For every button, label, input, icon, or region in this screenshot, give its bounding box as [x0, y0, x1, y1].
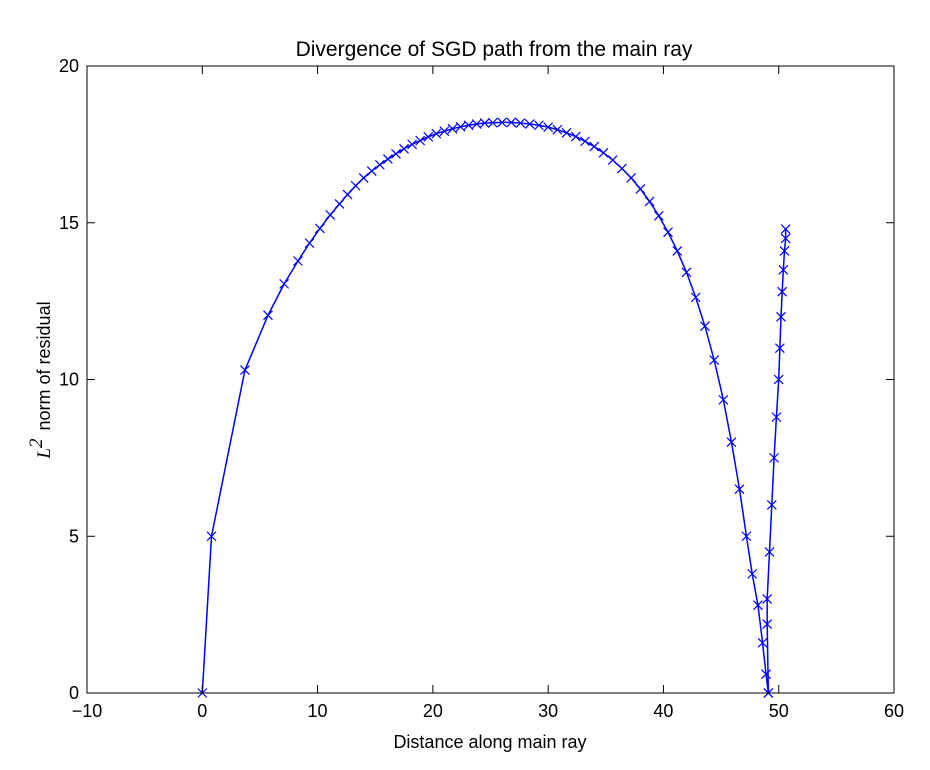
y-tick-label: 0: [69, 683, 79, 703]
data-point-marker: [757, 637, 768, 648]
data-point-marker: [524, 119, 535, 129]
data-point-marker: [506, 117, 517, 128]
data-point-marker: [497, 117, 507, 128]
y-axis-label: L2 norm of residual: [26, 301, 55, 459]
x-axis-label: Distance along main ray: [393, 732, 586, 752]
data-point-marker: [700, 321, 710, 332]
data-point-marker: [777, 286, 788, 297]
data-point-marker: [463, 120, 474, 131]
svg-text:L2norm of residual: L2 norm of residual: [26, 301, 55, 459]
data-point-marker: [780, 224, 791, 234]
data-point-marker: [439, 126, 450, 137]
data-point-marker: [334, 199, 345, 209]
data-point-marker: [726, 437, 737, 448]
data-point-marker: [304, 238, 315, 249]
data-point-marker: [374, 159, 385, 170]
y-axis-label-symbol: L: [34, 448, 55, 460]
data-point-marker: [762, 594, 773, 604]
data-point-marker: [382, 154, 393, 165]
data-point-marker: [718, 394, 729, 405]
data-point-marker: [766, 499, 777, 510]
data-point-marker: [279, 278, 290, 289]
data-point-marker: [423, 131, 434, 142]
data-point-marker: [780, 233, 791, 244]
data-point-marker: [206, 531, 217, 542]
data-point-marker: [358, 172, 369, 183]
data-point-marker: [350, 180, 361, 191]
x-tick-label: 20: [423, 701, 443, 721]
data-point-marker: [471, 119, 482, 129]
y-axis-label-text: norm of residual: [34, 301, 54, 430]
data-point-marker: [598, 147, 609, 158]
data-point-marker: [431, 128, 442, 139]
y-tick-label: 15: [59, 213, 79, 233]
data-point-marker: [580, 136, 590, 147]
data-point-marker: [771, 412, 782, 423]
data-point-marker: [774, 343, 785, 354]
data-point-marker: [644, 196, 655, 207]
y-tick-label: 10: [59, 370, 79, 390]
data-point-marker: [415, 135, 426, 146]
data-point-marker: [325, 209, 336, 220]
data-point-marker: [293, 256, 303, 266]
data-point-marker: [366, 166, 377, 176]
data-point-marker: [779, 246, 790, 256]
data-point-marker: [479, 118, 490, 128]
data-point-marker: [761, 669, 771, 680]
x-tick-label: 0: [197, 701, 207, 721]
data-point-marker: [263, 310, 273, 321]
data-point-marker: [778, 264, 789, 275]
data-point-marker: [342, 189, 353, 200]
data-point-marker: [672, 246, 683, 256]
data-point-marker: [741, 531, 752, 542]
data-point-marker: [626, 172, 637, 183]
data-point-marker: [653, 210, 664, 221]
data-point-marker: [533, 120, 544, 131]
data-point-marker: [762, 619, 773, 629]
data-point-marker: [487, 117, 498, 128]
data-point-marker: [681, 267, 692, 278]
data-point-marker: [753, 600, 763, 611]
x-tick-label: 60: [884, 701, 904, 721]
data-point-marker: [455, 121, 466, 132]
x-tick-label: −10: [72, 701, 103, 721]
data-point-marker: [552, 124, 563, 135]
plot-area: [197, 117, 791, 698]
chart-title: Divergence of SGD path from the main ray: [296, 38, 693, 61]
data-point-marker: [776, 311, 786, 322]
data-point-marker: [607, 155, 618, 165]
x-tick-label: 10: [308, 701, 328, 721]
data-point-marker: [314, 223, 325, 234]
data-point-marker: [515, 118, 526, 128]
data-point-marker: [747, 568, 758, 579]
y-tick-label: 20: [59, 56, 79, 76]
data-point-marker: [407, 139, 418, 150]
data-point-marker: [690, 292, 701, 303]
data-point-marker: [709, 355, 720, 365]
series-line-0: [201, 121, 770, 694]
data-point-marker: [399, 143, 409, 154]
data-point-marker: [543, 122, 554, 133]
data-point-marker: [764, 547, 775, 557]
x-tick-label: 40: [653, 701, 673, 721]
data-point-marker: [734, 484, 745, 495]
x-tick-label: 30: [538, 701, 558, 721]
data-point-marker: [769, 452, 780, 463]
y-axis-label-superscript: 2: [26, 438, 47, 448]
data-point-marker: [391, 148, 401, 159]
x-tick-label: 50: [769, 701, 789, 721]
data-point-marker: [561, 127, 572, 138]
data-point-marker: [773, 374, 784, 385]
y-tick-label: 5: [69, 526, 79, 546]
data-point-marker: [570, 131, 581, 142]
data-point-marker: [635, 183, 646, 194]
data-point-marker: [663, 227, 673, 238]
data-point-marker: [589, 141, 600, 152]
data-point-marker: [240, 365, 250, 376]
data-point-marker: [617, 163, 627, 174]
data-point-marker: [447, 123, 458, 134]
